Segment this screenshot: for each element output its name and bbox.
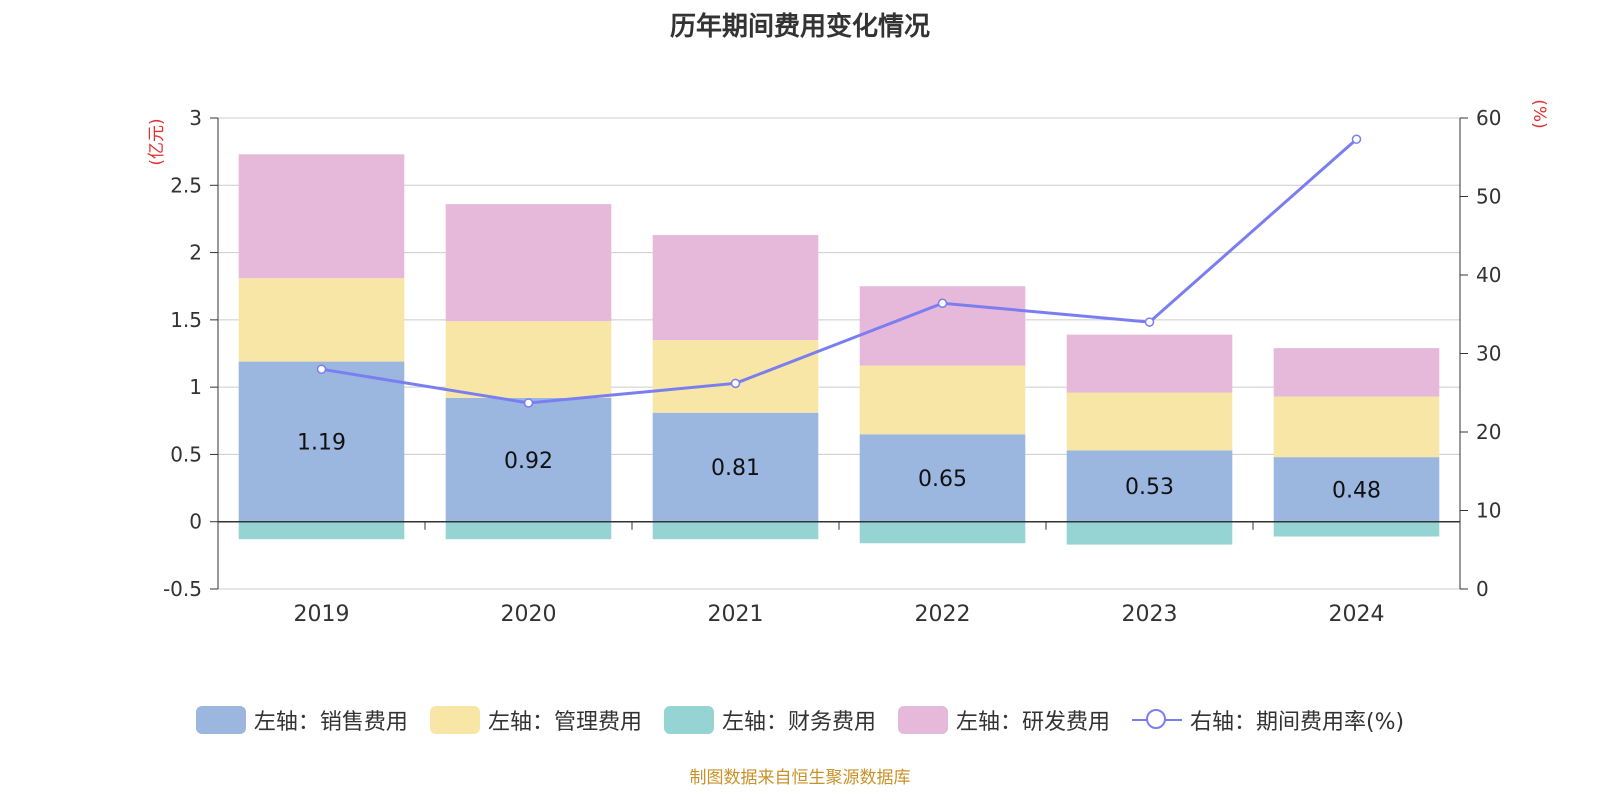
right-axis-unit-label: (%) [1529, 99, 1549, 128]
bar-segment [1066, 392, 1233, 451]
category-label: 2022 [915, 602, 971, 627]
bar-data-label: 0.53 [1125, 475, 1174, 500]
right-axis-tick-label: 20 [1476, 420, 1501, 444]
right-axis-tick-label: 50 [1476, 185, 1501, 209]
rate-point [1351, 134, 1362, 144]
bar-segment [445, 521, 612, 540]
bar-segment [652, 412, 819, 522]
legend-swatch [429, 706, 480, 734]
chart-title: 历年期间费用变化情况 [669, 12, 930, 42]
bar-segment [445, 204, 612, 322]
legend-swatch [897, 706, 948, 734]
rate-point [1144, 317, 1155, 327]
bar-data-label: 0.92 [504, 449, 553, 474]
bar-segment [859, 521, 1026, 544]
right-axis-tick-label: 30 [1476, 342, 1501, 366]
data-source-note: 制图数据来自恒生聚源数据库 [689, 768, 911, 788]
bar-segment [238, 361, 405, 522]
legend-item[interactable]: 左轴：销售费用 [195, 704, 408, 736]
bar-segment [1273, 396, 1440, 458]
category-label: 2023 [1122, 602, 1178, 627]
bar-segment [238, 278, 405, 362]
bar-data-label: 1.19 [297, 431, 346, 456]
left-axis-tick-label: 0.5 [170, 442, 202, 466]
rate-point [316, 364, 327, 374]
bar-segment [652, 340, 819, 413]
category-label: 2021 [708, 602, 764, 627]
bar-segment [1273, 457, 1440, 522]
bar-segment [859, 434, 1026, 522]
legend-label: 左轴：管理费用 [487, 710, 642, 735]
legend-label: 左轴：财务费用 [721, 710, 876, 735]
rate-line [321, 138, 1358, 405]
bar-segment [1066, 521, 1233, 545]
bar-segment [1273, 348, 1440, 397]
right-axis-tick-label: 40 [1476, 263, 1501, 287]
right-axis-tick-label: 10 [1476, 499, 1501, 523]
legend-line-marker-icon [1131, 706, 1182, 734]
chart-canvas: -0.500.511.522.530102030405060(亿元)(%)201… [147, 99, 1549, 627]
bar-segment [238, 154, 405, 279]
left-axis-tick-label: 1 [189, 375, 202, 399]
bar-data-label: 0.48 [1332, 478, 1381, 503]
legend-item[interactable]: 右轴：期间费用率(%) [1131, 704, 1405, 736]
right-axis-tick-label: 0 [1476, 577, 1489, 601]
left-axis-tick-label: -0.5 [163, 577, 202, 601]
rate-point [937, 298, 948, 309]
bar-segment [238, 521, 405, 540]
left-axis-tick-label: 2.5 [170, 173, 202, 197]
legend-label: 左轴：研发费用 [955, 710, 1110, 735]
legend-swatch [663, 706, 714, 734]
bar-segment [859, 365, 1026, 435]
legend-item[interactable]: 左轴：管理费用 [429, 704, 642, 736]
category-label: 2020 [501, 602, 557, 627]
category-label: 2024 [1329, 602, 1385, 627]
legend-item[interactable]: 左轴：研发费用 [897, 704, 1110, 736]
left-axis-tick-label: 3 [189, 106, 202, 130]
bar-segment [445, 397, 612, 522]
bar-segment [652, 235, 819, 341]
bar-data-label: 0.65 [918, 467, 967, 492]
category-label: 2019 [294, 602, 350, 627]
left-axis-tick-label: 1.5 [170, 308, 202, 332]
bar-segment [445, 321, 612, 398]
left-axis-tick-label: 0 [189, 510, 202, 534]
legend-swatch [195, 706, 246, 734]
legend-label: 左轴：销售费用 [253, 710, 408, 735]
bar-segment [1066, 334, 1233, 393]
legend-label: 右轴：期间费用率(%) [1189, 710, 1405, 735]
legend-item[interactable]: 左轴：财务费用 [663, 704, 876, 736]
chart-legend: 左轴：销售费用 左轴：管理费用 左轴：财务费用 左轴：研发费用 右轴：期间费用率(%) [0, 704, 1600, 736]
rate-point [730, 378, 741, 389]
left-axis-unit-label: (亿元) [147, 118, 167, 165]
right-axis-tick-label: 60 [1476, 106, 1501, 130]
bar-segment [1066, 450, 1233, 522]
bar-data-label: 0.81 [711, 456, 760, 481]
left-axis-tick-label: 2 [189, 241, 202, 265]
rate-point [523, 398, 534, 408]
bar-segment [652, 521, 819, 540]
bar-segment [1273, 521, 1440, 537]
